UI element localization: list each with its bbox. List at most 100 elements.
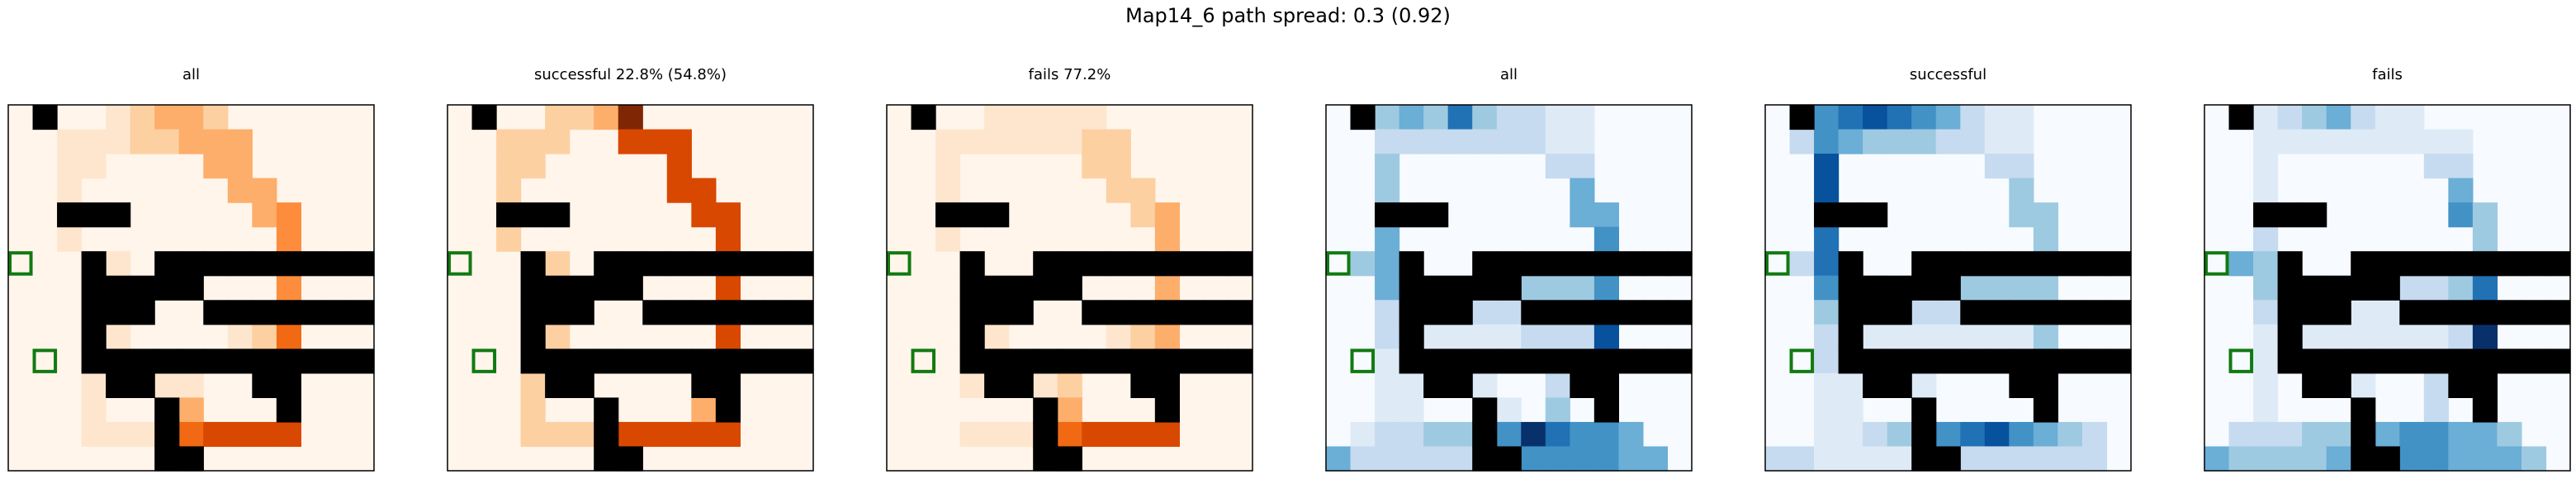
- heat-cell: [1447, 421, 1473, 448]
- wall-cell: [618, 275, 643, 301]
- wall-cell: [935, 202, 961, 228]
- wall-cell: [2399, 300, 2425, 325]
- wall-cell: [520, 275, 546, 301]
- heat-cell: [2057, 446, 2083, 472]
- heat-cell: [1472, 129, 1498, 154]
- heat-cell: [984, 129, 1010, 154]
- wall-cell: [1593, 300, 1619, 325]
- wall-cell: [1935, 251, 1961, 277]
- heat-cell: [1618, 446, 1644, 472]
- wall-cell: [1570, 349, 1595, 374]
- wall-cell: [2277, 275, 2303, 301]
- heat-cell: [1008, 129, 1034, 154]
- panel-frame: [447, 104, 814, 472]
- wall-cell: [2545, 349, 2571, 374]
- heat-cell: [2033, 226, 2058, 252]
- heat-cell: [154, 372, 180, 398]
- wall-cell: [2033, 397, 2058, 423]
- wall-cell: [1838, 275, 1863, 301]
- heat-cell: [1423, 324, 1449, 349]
- heat-cell: [1057, 397, 1082, 423]
- wall-cell: [1496, 349, 1522, 374]
- wall-cell: [2545, 300, 2571, 325]
- wall-cell: [1570, 372, 1595, 398]
- wall-cell: [1521, 300, 1546, 325]
- wall-cell: [1887, 300, 1912, 325]
- wall-cell: [1179, 349, 1205, 374]
- wall-cell: [1130, 300, 1156, 325]
- wall-cell: [1228, 300, 1253, 325]
- heat-cell: [496, 129, 522, 154]
- wall-cell: [2375, 446, 2400, 472]
- wall-cell: [1033, 397, 1058, 423]
- wall-cell: [1496, 446, 1522, 472]
- heat-cell: [2057, 421, 2083, 448]
- heat-cell: [1642, 446, 1669, 472]
- heat-cell: [1375, 300, 1400, 325]
- heat-cell: [1814, 324, 1840, 349]
- wall-cell: [1423, 202, 1449, 228]
- wall-cell: [545, 349, 571, 374]
- heat-cell: [935, 154, 961, 179]
- goal-marker: [1350, 349, 1376, 373]
- heat-cell: [1593, 324, 1619, 349]
- heat-cell: [252, 202, 277, 228]
- heat-cell: [2033, 446, 2058, 472]
- wall-cell: [2448, 372, 2474, 398]
- wall-cell: [740, 300, 765, 325]
- heat-cell: [81, 397, 107, 423]
- wall-cell: [2009, 300, 2034, 325]
- wall-cell: [154, 251, 180, 277]
- wall-cell: [1545, 251, 1570, 277]
- heat-cell: [2423, 129, 2449, 154]
- wall-cell: [2351, 421, 2376, 448]
- heat-cell: [2253, 154, 2279, 179]
- wall-cell: [154, 446, 180, 472]
- heat-cell: [1863, 129, 1888, 154]
- heat-cell: [1496, 421, 1522, 448]
- heat-cell: [178, 105, 204, 130]
- heat-cell: [2033, 202, 2058, 228]
- heat-cell: [2326, 105, 2351, 130]
- wall-cell: [2277, 300, 2303, 325]
- wall-cell: [911, 105, 936, 130]
- wall-cell: [1667, 349, 1693, 374]
- wall-cell: [1911, 446, 1937, 472]
- wall-cell: [1593, 372, 1619, 398]
- heat-cell: [1008, 421, 1034, 448]
- wall-cell: [106, 275, 131, 301]
- heat-cell: [1960, 446, 1986, 472]
- wall-cell: [1789, 105, 1815, 130]
- panel-5-title: successful: [1909, 66, 1987, 83]
- wall-cell: [1154, 349, 1180, 374]
- heat-cell: [1472, 324, 1498, 349]
- heat-cell: [2253, 105, 2279, 130]
- heat-cell: [984, 105, 1010, 130]
- heat-cell: [2351, 300, 2376, 325]
- heat-cell: [252, 324, 277, 349]
- heat-cell: [2009, 446, 2034, 472]
- wall-cell: [1642, 349, 1669, 374]
- heat-cell: [1326, 446, 1352, 472]
- wall-cell: [1887, 372, 1912, 398]
- wall-cell: [1472, 275, 1498, 301]
- heat-cell: [2253, 349, 2279, 374]
- heat-cell: [715, 275, 741, 301]
- heat-cell: [1082, 421, 1107, 448]
- wall-cell: [788, 251, 814, 277]
- wall-cell: [1447, 349, 1473, 374]
- heat-cell: [1789, 446, 1815, 472]
- goal-marker: [1789, 349, 1815, 373]
- heat-cell: [1593, 421, 1619, 448]
- heat-cell: [2399, 421, 2425, 448]
- wall-cell: [2472, 349, 2498, 374]
- heat-cell: [81, 154, 107, 179]
- wall-cell: [1593, 349, 1619, 374]
- heat-cell: [1545, 372, 1570, 398]
- heat-cell: [1765, 446, 1791, 472]
- wall-cell: [227, 251, 253, 277]
- wall-cell: [715, 372, 741, 398]
- heat-cell: [520, 129, 546, 154]
- wall-cell: [594, 349, 619, 374]
- wall-cell: [1203, 251, 1229, 277]
